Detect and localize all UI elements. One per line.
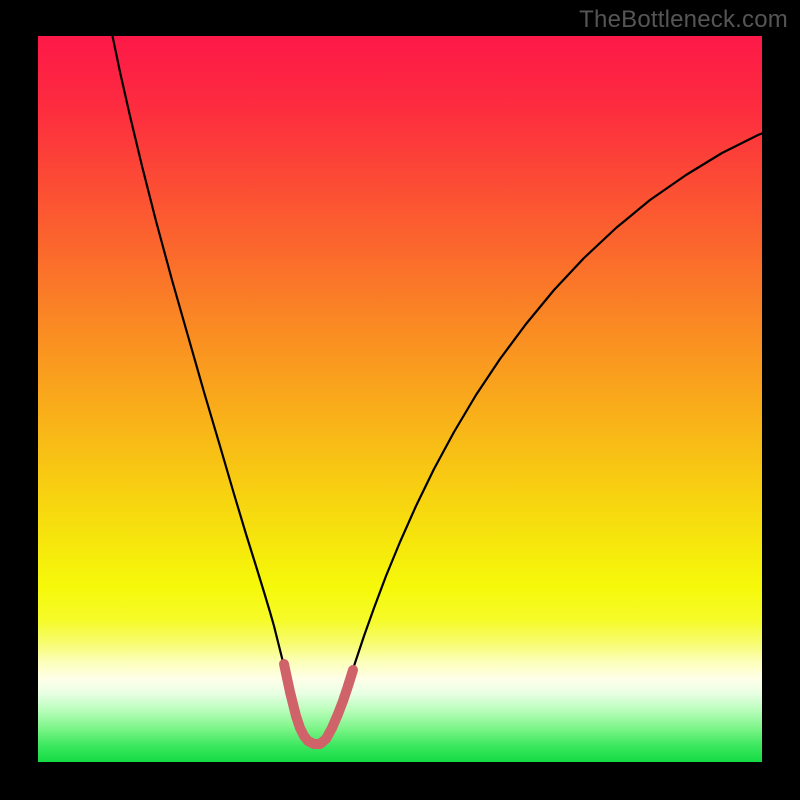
chart-stage: TheBottleneck.com — [0, 0, 800, 800]
bottleneck-chart — [0, 0, 800, 800]
plot-background — [38, 36, 762, 762]
